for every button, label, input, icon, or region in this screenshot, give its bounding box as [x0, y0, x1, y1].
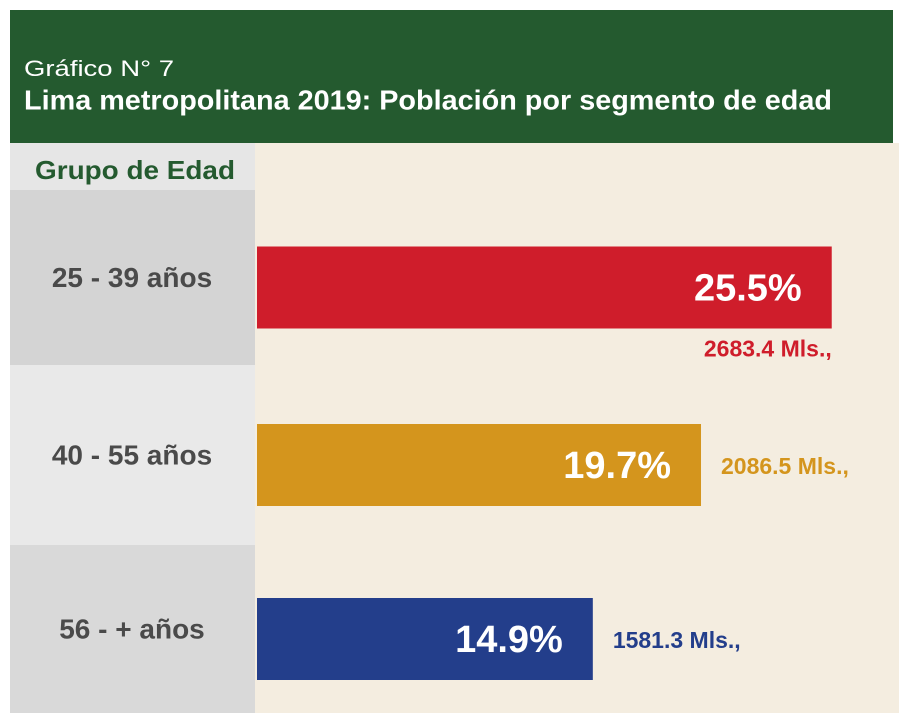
- row-label-cell: [10, 365, 255, 545]
- y-tick-label: 25 - 39 años: [52, 262, 212, 293]
- y-tick-label: 56 - + años: [59, 613, 205, 644]
- y-tick-label: 40 - 55 años: [52, 439, 212, 470]
- value-label: 25.5%: [694, 268, 802, 310]
- chart-title: Lima metropolitana 2019: Población por s…: [24, 84, 832, 115]
- value-label: 14.9%: [455, 619, 563, 661]
- secondary-value-label: 2086.5 Mls.,: [721, 453, 849, 479]
- row-label-cell: [10, 545, 255, 713]
- value-label: 19.7%: [563, 445, 671, 487]
- secondary-value-label: 1581.3 Mls.,: [613, 627, 741, 653]
- bar: [257, 598, 593, 680]
- row-label-cell: [10, 190, 255, 365]
- secondary-value-label: 2683.4 Mls.,: [704, 336, 832, 362]
- axis-label-cell: [10, 143, 255, 190]
- header-band: [10, 10, 893, 143]
- bar: [257, 246, 832, 329]
- caption: Gráfico N° 7: [24, 56, 174, 81]
- y-axis-label: Grupo de Edad: [35, 155, 235, 185]
- bar: [257, 424, 702, 506]
